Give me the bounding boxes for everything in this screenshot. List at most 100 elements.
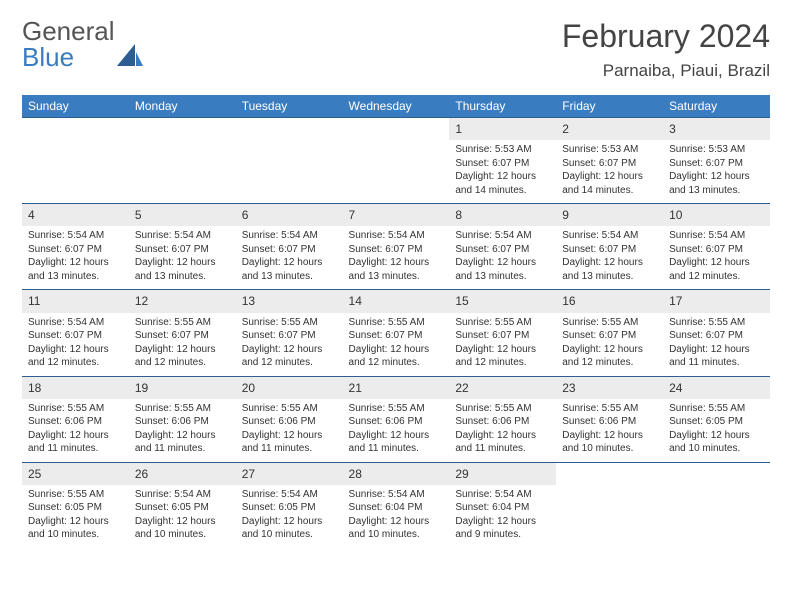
sunset-text: Sunset: 6:07 PM <box>242 329 337 343</box>
daylight-text: Daylight: 12 hours and 10 minutes. <box>349 515 444 542</box>
daylight-text: Daylight: 12 hours and 12 minutes. <box>669 256 764 283</box>
sunrise-text: Sunrise: 5:54 AM <box>455 229 550 243</box>
sunset-text: Sunset: 6:07 PM <box>28 329 123 343</box>
sunrise-text: Sunrise: 5:54 AM <box>349 488 444 502</box>
day-cell: 2Sunrise: 5:53 AMSunset: 6:07 PMDaylight… <box>556 117 663 203</box>
sunrise-text: Sunrise: 5:53 AM <box>562 143 657 157</box>
weekday-header: Saturday <box>663 95 770 117</box>
day-number <box>129 118 236 140</box>
day-cell: 14Sunrise: 5:55 AMSunset: 6:07 PMDayligh… <box>343 289 450 375</box>
week-row: 11Sunrise: 5:54 AMSunset: 6:07 PMDayligh… <box>22 289 770 375</box>
sunset-text: Sunset: 6:06 PM <box>242 415 337 429</box>
weekday-header: Tuesday <box>236 95 343 117</box>
day-cell: 15Sunrise: 5:55 AMSunset: 6:07 PMDayligh… <box>449 289 556 375</box>
weekday-header: Wednesday <box>343 95 450 117</box>
sunrise-text: Sunrise: 5:55 AM <box>349 402 444 416</box>
sunrise-text: Sunrise: 5:55 AM <box>242 316 337 330</box>
day-number: 8 <box>449 204 556 226</box>
day-number: 24 <box>663 377 770 399</box>
day-cell: 6Sunrise: 5:54 AMSunset: 6:07 PMDaylight… <box>236 203 343 289</box>
day-number: 20 <box>236 377 343 399</box>
daylight-text: Daylight: 12 hours and 13 minutes. <box>135 256 230 283</box>
day-number: 25 <box>22 463 129 485</box>
daylight-text: Daylight: 12 hours and 12 minutes. <box>28 343 123 370</box>
day-cell: 19Sunrise: 5:55 AMSunset: 6:06 PMDayligh… <box>129 376 236 462</box>
sunset-text: Sunset: 6:04 PM <box>349 501 444 515</box>
day-cell: 25 Sunrise: 5:55 AMSunset: 6:05 PMDayligh… <box>22 462 129 548</box>
sunset-text: Sunset: 6:06 PM <box>455 415 550 429</box>
daylight-text: Daylight: 12 hours and 14 minutes. <box>562 170 657 197</box>
sunrise-text: Sunrise: 5:53 AM <box>455 143 550 157</box>
sunrise-text: Sunrise: 5:54 AM <box>349 229 444 243</box>
day-cell: 8Sunrise: 5:54 AMSunset: 6:07 PMDaylight… <box>449 203 556 289</box>
sunrise-text: Sunrise: 5:54 AM <box>28 316 123 330</box>
week-row: 25Sunrise: 5:55 AMSunset: 6:05 PMDayligh… <box>22 462 770 548</box>
brand-part1: General <box>22 18 115 44</box>
sunset-text: Sunset: 6:07 PM <box>135 329 230 343</box>
day-cell: 28Sunrise: 5:54 AMSunset: 6:04 PMDayligh… <box>343 462 450 548</box>
brand-logo: General Blue <box>22 18 143 70</box>
sunset-text: Sunset: 6:07 PM <box>562 243 657 257</box>
daylight-text: Daylight: 12 hours and 11 minutes. <box>669 343 764 370</box>
week-row: 4Sunrise: 5:54 AMSunset: 6:07 PMDaylight… <box>22 203 770 289</box>
day-number: 19 <box>129 377 236 399</box>
daylight-text: Daylight: 12 hours and 12 minutes. <box>455 343 550 370</box>
day-cell: 18Sunrise: 5:55 AMSunset: 6:06 PMDayligh… <box>22 376 129 462</box>
sunset-text: Sunset: 6:06 PM <box>562 415 657 429</box>
day-number <box>22 118 129 140</box>
daylight-text: Daylight: 12 hours and 10 minutes. <box>28 515 123 542</box>
day-number: 4 <box>22 204 129 226</box>
day-number <box>556 463 663 485</box>
daylight-text: Daylight: 12 hours and 13 minutes. <box>349 256 444 283</box>
sunset-text: Sunset: 6:07 PM <box>669 157 764 171</box>
sunset-text: Sunset: 6:07 PM <box>669 329 764 343</box>
sunrise-text: Sunrise: 5:55 AM <box>562 316 657 330</box>
sunset-text: Sunset: 6:07 PM <box>562 329 657 343</box>
daylight-text: Daylight: 12 hours and 13 minutes. <box>455 256 550 283</box>
day-number: 13 <box>236 290 343 312</box>
sunset-text: Sunset: 6:04 PM <box>455 501 550 515</box>
sunset-text: Sunset: 6:07 PM <box>455 157 550 171</box>
month-title: February 2024 <box>562 18 770 55</box>
day-number: 12 <box>129 290 236 312</box>
day-number <box>663 463 770 485</box>
daylight-text: Daylight: 12 hours and 13 minutes. <box>562 256 657 283</box>
day-cell <box>343 117 450 203</box>
day-number: 15 <box>449 290 556 312</box>
daylight-text: Daylight: 12 hours and 12 minutes. <box>562 343 657 370</box>
day-number: 7 <box>343 204 450 226</box>
sunrise-text: Sunrise: 5:54 AM <box>669 229 764 243</box>
day-number: 29 <box>449 463 556 485</box>
sunset-text: Sunset: 6:07 PM <box>562 157 657 171</box>
daylight-text: Daylight: 12 hours and 9 minutes. <box>455 515 550 542</box>
sunset-text: Sunset: 6:05 PM <box>28 501 123 515</box>
title-block: February 2024 Parnaiba, Piaui, Brazil <box>562 18 770 81</box>
sunrise-text: Sunrise: 5:54 AM <box>242 488 337 502</box>
weekday-header: Sunday <box>22 95 129 117</box>
sunrise-text: Sunrise: 5:53 AM <box>669 143 764 157</box>
day-cell: 11Sunrise: 5:54 AMSunset: 6:07 PMDayligh… <box>22 289 129 375</box>
sunrise-text: Sunrise: 5:54 AM <box>562 229 657 243</box>
daylight-text: Daylight: 12 hours and 10 minutes. <box>669 429 764 456</box>
sunrise-text: Sunrise: 5:55 AM <box>28 488 123 502</box>
day-cell: 21Sunrise: 5:55 AMSunset: 6:06 PMDayligh… <box>343 376 450 462</box>
sunset-text: Sunset: 6:06 PM <box>349 415 444 429</box>
day-number: 16 <box>556 290 663 312</box>
weekday-header: Monday <box>129 95 236 117</box>
daylight-text: Daylight: 12 hours and 10 minutes. <box>135 515 230 542</box>
day-number: 1 <box>449 118 556 140</box>
day-cell <box>22 117 129 203</box>
sunset-text: Sunset: 6:07 PM <box>349 243 444 257</box>
sunrise-text: Sunrise: 5:55 AM <box>242 402 337 416</box>
day-cell: 22Sunrise: 5:55 AMSunset: 6:06 PMDayligh… <box>449 376 556 462</box>
day-cell: 27Sunrise: 5:54 AMSunset: 6:05 PMDayligh… <box>236 462 343 548</box>
day-number: 3 <box>663 118 770 140</box>
day-cell <box>236 117 343 203</box>
sunrise-text: Sunrise: 5:55 AM <box>455 402 550 416</box>
day-cell: 9Sunrise: 5:54 AMSunset: 6:07 PMDaylight… <box>556 203 663 289</box>
sail-icon <box>117 44 143 66</box>
sunset-text: Sunset: 6:07 PM <box>349 329 444 343</box>
daylight-text: Daylight: 12 hours and 12 minutes. <box>349 343 444 370</box>
sunrise-text: Sunrise: 5:55 AM <box>562 402 657 416</box>
weekday-header: Friday <box>556 95 663 117</box>
